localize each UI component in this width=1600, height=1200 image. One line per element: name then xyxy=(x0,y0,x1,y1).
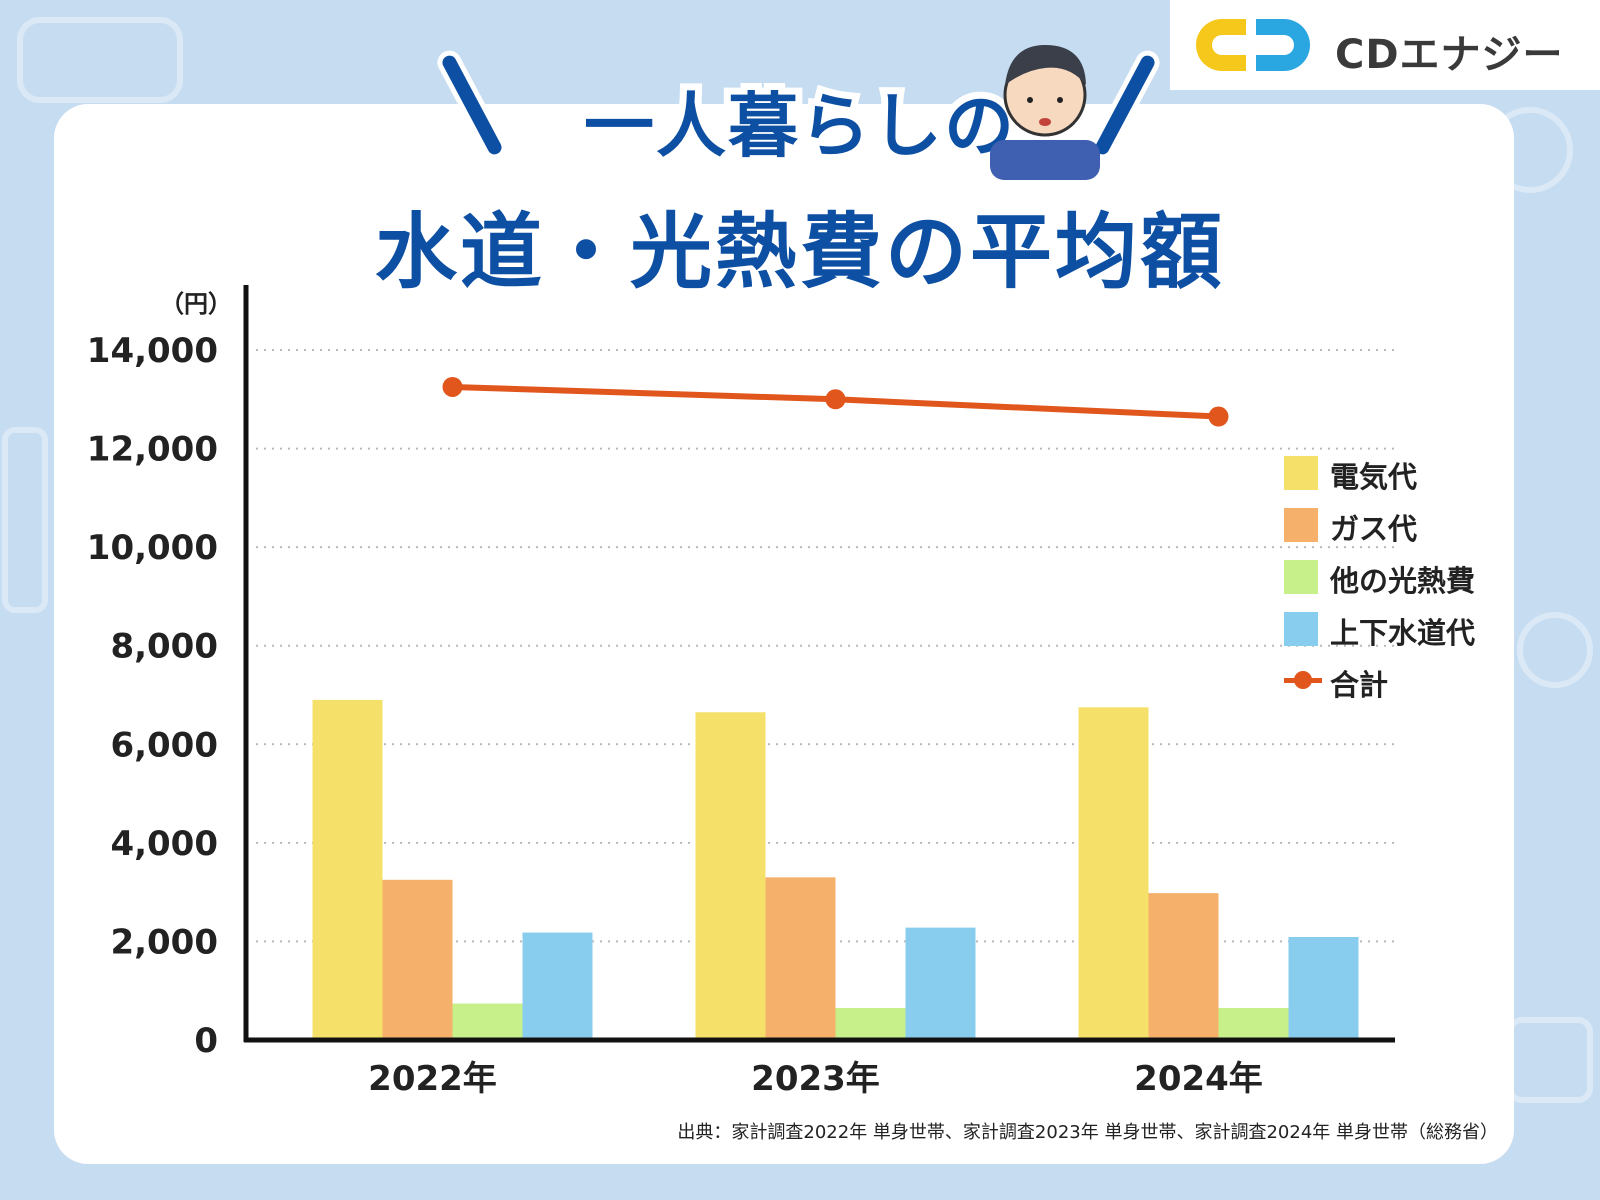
bar-上下水道代 xyxy=(522,932,593,1040)
y-tick-label: 6,000 xyxy=(110,725,218,765)
bar-上下水道代 xyxy=(905,927,976,1040)
y-tick-label: 10,000 xyxy=(87,528,218,568)
bottle-icon xyxy=(2,427,48,613)
legend-label: ガス代 xyxy=(1330,512,1418,546)
legend-dot-swatch xyxy=(1294,671,1312,689)
bar-電気代 xyxy=(312,699,383,1040)
legend-label: 上下水道代 xyxy=(1330,616,1476,650)
title-line-2: 水道・光熱費の平均額 xyxy=(368,198,1229,307)
person-hair-icon xyxy=(1005,45,1086,85)
x-tick-label: 2023年 xyxy=(751,1059,880,1099)
bar-他の光熱費 xyxy=(1218,1007,1289,1040)
lamp-icon xyxy=(17,17,183,103)
y-tick-label: 0 xyxy=(194,1021,218,1061)
total-point xyxy=(1208,406,1229,427)
bar-ガス代 xyxy=(765,877,836,1040)
legend-swatch xyxy=(1284,560,1318,594)
cd-logo-icon xyxy=(1196,19,1310,71)
y-tick-label: 4,000 xyxy=(110,824,218,864)
bar-上下水道代 xyxy=(1288,936,1359,1040)
logo-text: CDエナジー xyxy=(1335,32,1564,78)
bar-ガス代 xyxy=(1148,893,1219,1040)
bar-電気代 xyxy=(1078,707,1149,1040)
total-point xyxy=(825,389,846,410)
y-tick-label: 14,000 xyxy=(87,331,218,371)
legend-label: 電気代 xyxy=(1330,460,1418,494)
bar-電気代 xyxy=(695,712,766,1040)
title-line-1: 一人暮らしの xyxy=(577,78,1021,174)
source-note: 出典：家計調査2022年 単身世帯、家計調査2023年 単身世帯、家計調査202… xyxy=(677,1122,1498,1143)
y-tick-label: 8,000 xyxy=(110,627,218,667)
legend-swatch xyxy=(1284,508,1318,542)
clock-icon xyxy=(1517,612,1593,688)
bar-他の光熱費 xyxy=(835,1007,906,1040)
bar-他の光熱費 xyxy=(452,1003,523,1040)
person-shirt-icon xyxy=(990,140,1100,180)
legend-label: 他の光熱費 xyxy=(1330,564,1476,598)
legend-swatch xyxy=(1284,612,1318,646)
y-tick-label: 12,000 xyxy=(87,430,218,470)
total-point xyxy=(442,376,463,397)
legend-swatch xyxy=(1284,456,1318,490)
brand-logo[interactable]: CDエナジー xyxy=(1170,0,1600,90)
y-unit-label: （円） xyxy=(160,290,232,318)
thinking-person-illustration xyxy=(990,45,1100,180)
bar-ガス代 xyxy=(382,879,453,1040)
x-tick-label: 2022年 xyxy=(368,1059,497,1099)
legend-label: 合計 xyxy=(1330,668,1389,702)
x-tick-label: 2024年 xyxy=(1134,1059,1263,1099)
y-tick-label: 2,000 xyxy=(110,922,218,962)
